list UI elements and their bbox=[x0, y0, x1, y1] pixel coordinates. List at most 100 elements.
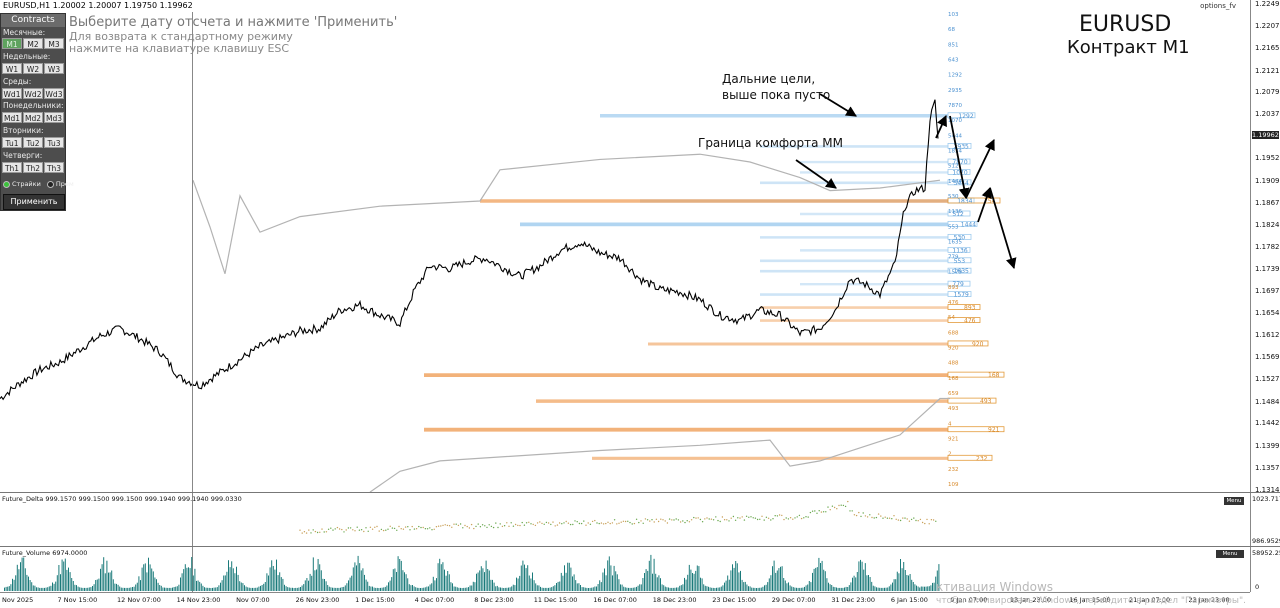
contract-button-th1[interactable]: Th1 bbox=[2, 162, 22, 173]
contract-button-w1[interactable]: W1 bbox=[2, 63, 22, 74]
volume-bar bbox=[85, 587, 87, 591]
volume-bar bbox=[690, 569, 692, 591]
price-chart-canvas[interactable]: 1292 2935 7870 1070 5444 1834 512 1444 530 1136 55… bbox=[0, 0, 1250, 492]
delta-point bbox=[459, 523, 462, 525]
volume-bar bbox=[618, 579, 620, 591]
price-tick-label: 1.14420 bbox=[1255, 419, 1280, 428]
time-axis[interactable]: Nov 2025 7 Nov 15:00 12 Nov 07:00 14 Nov 23… bbox=[0, 592, 1250, 608]
delta-point bbox=[404, 526, 407, 528]
volume-bar bbox=[924, 586, 925, 591]
volume-bar bbox=[418, 587, 420, 591]
contract-button-w2[interactable]: W2 bbox=[23, 63, 43, 74]
delta-point bbox=[451, 526, 453, 528]
price-axis[interactable]: 1.22490 1.22070 1.21650 1.21210 1.20790 1.203… bbox=[1250, 0, 1280, 494]
volume-bar bbox=[927, 586, 929, 591]
volume-bar bbox=[282, 578, 284, 591]
contract-button-md3[interactable]: Md3 bbox=[44, 112, 64, 123]
volume-bar bbox=[736, 563, 738, 591]
volume-bar bbox=[623, 586, 625, 591]
volume-bar bbox=[757, 587, 759, 591]
contract-button-tu3[interactable]: Tu3 bbox=[44, 137, 64, 148]
volume-bar bbox=[151, 568, 153, 591]
volume-bar bbox=[511, 586, 513, 591]
delta-point bbox=[660, 518, 662, 520]
volume-bar bbox=[676, 587, 677, 591]
delta-point bbox=[554, 525, 556, 527]
volume-bar bbox=[200, 583, 202, 591]
delta-point bbox=[704, 518, 706, 520]
pane-divider[interactable] bbox=[0, 492, 1280, 493]
volume-bar bbox=[628, 587, 629, 591]
volume-menu-button[interactable]: Menu bbox=[1216, 550, 1244, 558]
contract-button-tu2[interactable]: Tu2 bbox=[23, 137, 43, 148]
volume-bar bbox=[765, 584, 767, 591]
contract-button-th2[interactable]: Th2 bbox=[23, 162, 43, 173]
volume-indicator-canvas[interactable] bbox=[0, 547, 1250, 592]
call-level-label: 7870 bbox=[952, 159, 967, 166]
volume-bar bbox=[492, 579, 493, 591]
delta-point bbox=[840, 504, 842, 506]
delta-point bbox=[776, 515, 779, 517]
price-tick-label: 1.18670 bbox=[1255, 198, 1280, 207]
delta-indicator-canvas[interactable] bbox=[0, 493, 1250, 546]
volume-bar bbox=[269, 567, 271, 591]
delta-point bbox=[552, 521, 554, 523]
volume-bar bbox=[586, 587, 588, 591]
delta-menu-button[interactable]: Menu bbox=[1224, 497, 1244, 505]
contract-button-m1[interactable]: M1 bbox=[2, 38, 22, 49]
contract-button-m2[interactable]: M2 bbox=[23, 38, 43, 49]
volume-bar bbox=[386, 585, 388, 591]
strike-label: 688 bbox=[948, 330, 959, 336]
volume-bar bbox=[16, 564, 18, 591]
volume-bar bbox=[680, 585, 682, 591]
volume-bar bbox=[244, 585, 245, 591]
premium-radio[interactable] bbox=[46, 180, 54, 188]
contract-button-m3[interactable]: M3 bbox=[44, 38, 64, 49]
apply-button[interactable]: Применить bbox=[3, 194, 65, 210]
delta-point bbox=[638, 521, 640, 524]
delta-point bbox=[759, 518, 761, 520]
volume-bar bbox=[288, 587, 290, 591]
volume-bar bbox=[311, 575, 313, 591]
contract-button-wd1[interactable]: Wd1 bbox=[2, 88, 22, 99]
contract-button-wd3[interactable]: Wd3 bbox=[44, 88, 64, 99]
contract-button-th3[interactable]: Th3 bbox=[44, 162, 64, 173]
volume-bar bbox=[474, 582, 476, 591]
volume-bar bbox=[101, 564, 103, 591]
volume-bar bbox=[394, 568, 396, 591]
volume-bar bbox=[744, 581, 746, 591]
delta-indicator-title: Future_Delta 999.1570 999.1500 999.1500 … bbox=[2, 495, 242, 503]
pane-divider-2[interactable] bbox=[0, 546, 1280, 547]
delta-point bbox=[928, 523, 930, 525]
contract-button-w3[interactable]: W3 bbox=[44, 63, 64, 74]
volume-bar bbox=[308, 580, 309, 591]
price-tick-label: 1.21650 bbox=[1255, 43, 1280, 52]
volume-bar bbox=[583, 587, 585, 591]
time-tick-label: 12 Nov 07:00 bbox=[117, 596, 161, 604]
reference-date-line[interactable] bbox=[192, 12, 193, 592]
volume-bar bbox=[837, 587, 839, 591]
delta-point bbox=[521, 521, 523, 524]
strikes-radio-label[interactable]: Страйки bbox=[12, 180, 41, 188]
volume-bar bbox=[292, 587, 293, 591]
volume-bar bbox=[935, 576, 937, 591]
premium-radio-label[interactable]: Прем bbox=[55, 180, 74, 188]
volume-bar bbox=[303, 584, 305, 591]
volume-bar bbox=[135, 584, 137, 591]
contract-button-md1[interactable]: Md1 bbox=[2, 112, 22, 123]
volume-bar bbox=[109, 572, 111, 591]
volume-bar bbox=[909, 574, 911, 591]
volume-bar bbox=[69, 572, 71, 591]
contract-button-wd2[interactable]: Wd2 bbox=[23, 88, 43, 99]
price-tick-label: 1.13140 bbox=[1255, 486, 1280, 494]
contract-button-md2[interactable]: Md2 bbox=[23, 112, 43, 123]
volume-bar bbox=[800, 587, 802, 591]
contract-button-tu1[interactable]: Tu1 bbox=[2, 137, 22, 148]
time-tick-label: 11 Dec 15:00 bbox=[533, 596, 578, 604]
volume-bar bbox=[479, 570, 481, 591]
volume-bar bbox=[821, 560, 823, 591]
strikes-radio[interactable] bbox=[3, 180, 10, 188]
delta-point bbox=[690, 519, 693, 521]
volume-bar bbox=[824, 571, 826, 591]
